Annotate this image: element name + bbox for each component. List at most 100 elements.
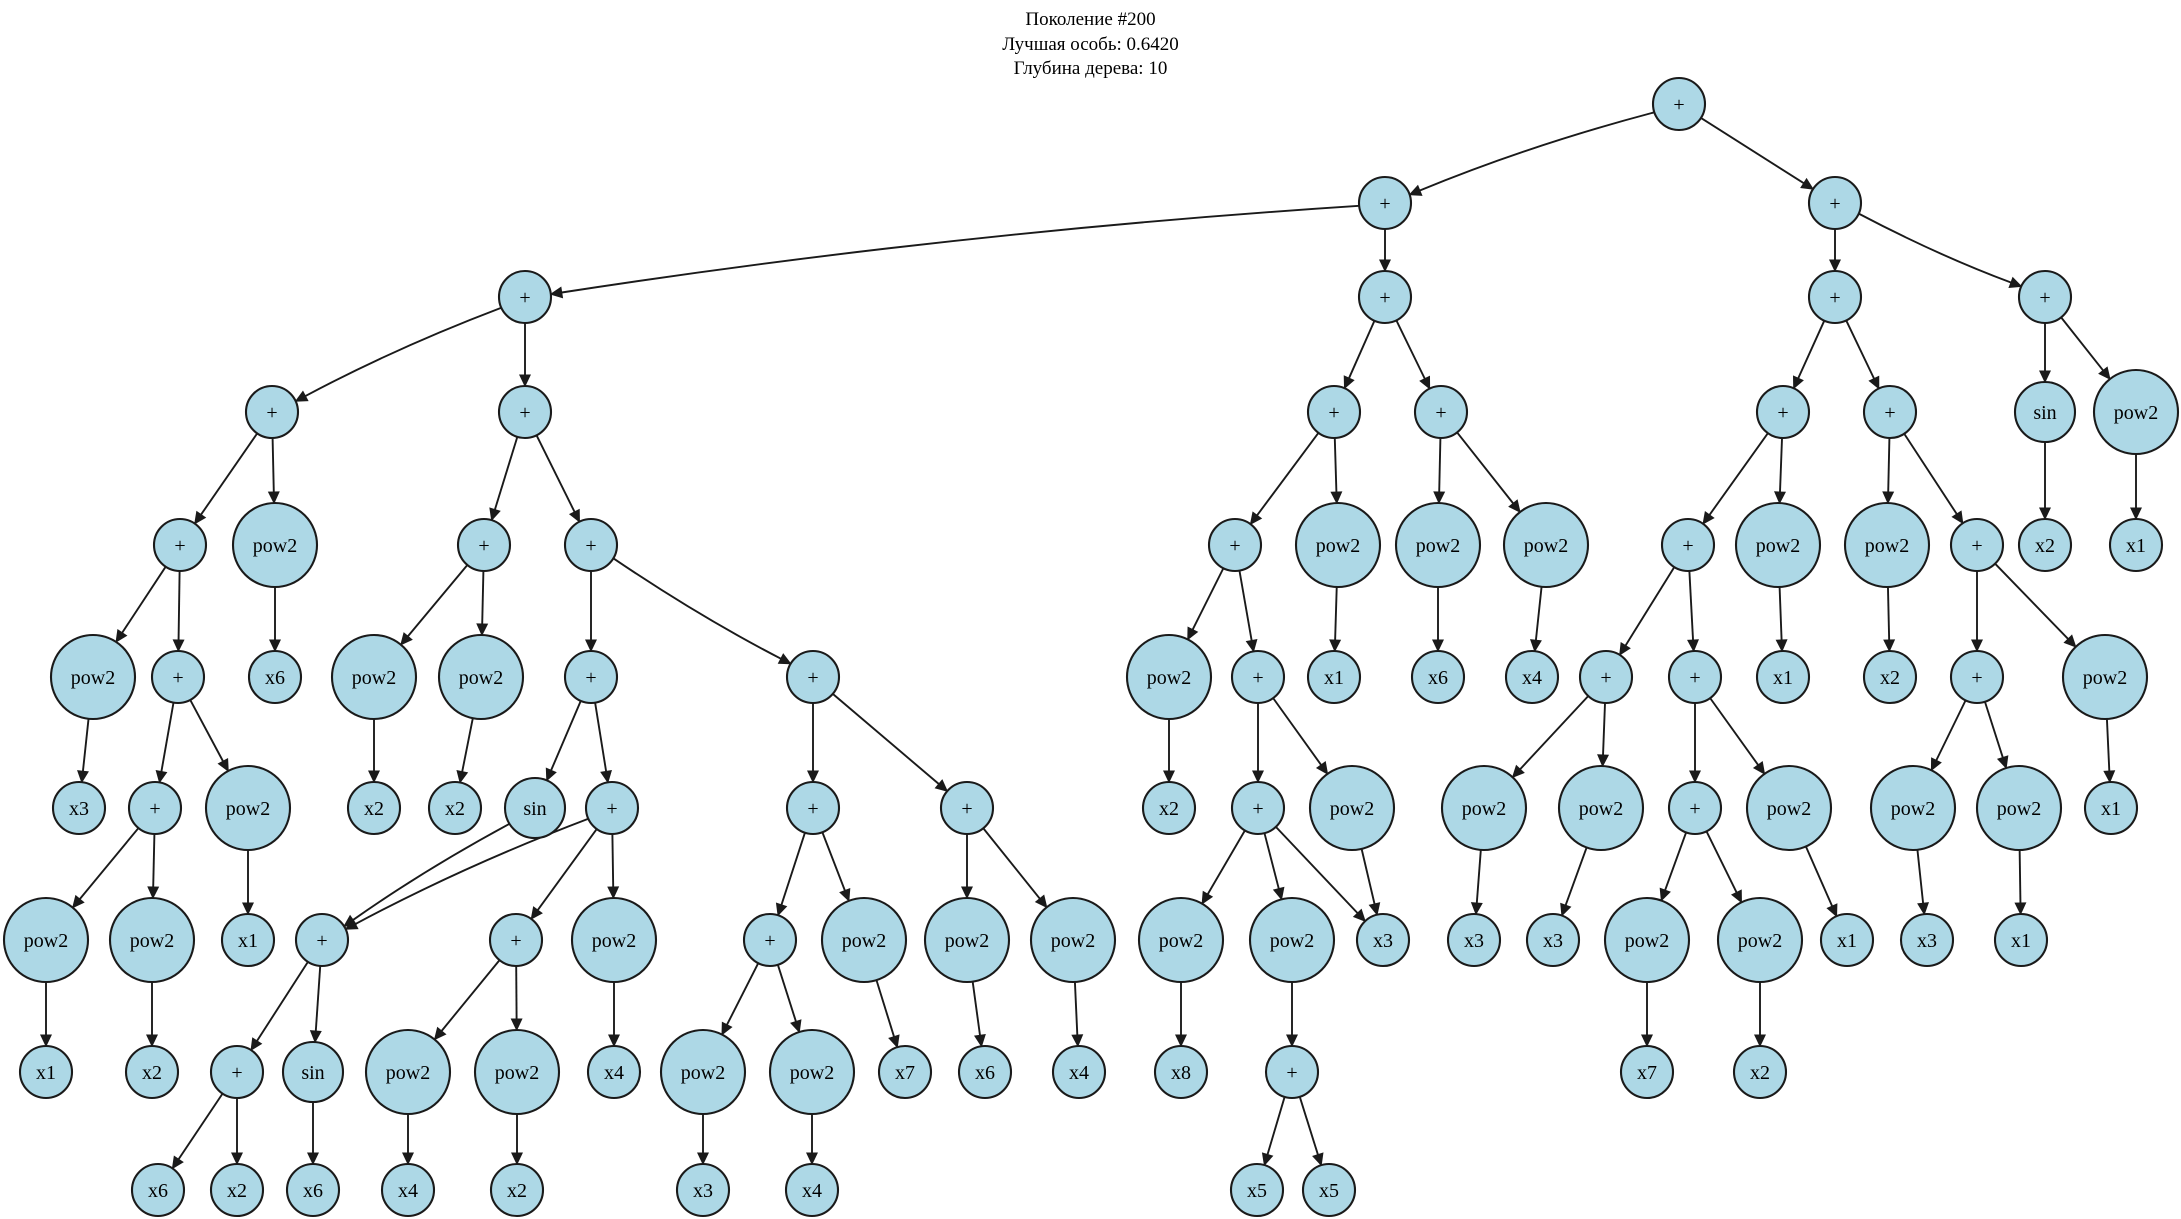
node-shape[interactable] bbox=[281, 1040, 345, 1104]
node-shape[interactable] bbox=[2017, 517, 2073, 573]
node-shape[interactable] bbox=[503, 776, 567, 840]
node-shape[interactable] bbox=[1755, 384, 1811, 440]
tree-node-plus[interactable]: + bbox=[563, 517, 619, 573]
tree-node-x1[interactable]: x1 bbox=[1819, 912, 1875, 968]
node-shape[interactable] bbox=[1306, 649, 1362, 705]
tree-node-pow2[interactable]: pow2 bbox=[1557, 764, 1645, 852]
tree-node-sin[interactable]: sin bbox=[503, 776, 567, 840]
node-shape[interactable] bbox=[1357, 175, 1413, 231]
tree-node-x5[interactable]: x5 bbox=[1229, 1162, 1285, 1218]
tree-node-plus[interactable]: + bbox=[1357, 269, 1413, 325]
tree-node-plus[interactable]: + bbox=[150, 649, 206, 705]
node-shape[interactable] bbox=[1230, 649, 1286, 705]
node-shape[interactable] bbox=[2061, 633, 2149, 721]
node-shape[interactable] bbox=[957, 1044, 1013, 1100]
node-shape[interactable] bbox=[1294, 501, 1382, 589]
tree-node-plus[interactable]: + bbox=[742, 912, 798, 968]
node-shape[interactable] bbox=[1137, 896, 1225, 984]
node-shape[interactable] bbox=[1410, 649, 1466, 705]
node-shape[interactable] bbox=[497, 384, 553, 440]
node-shape[interactable] bbox=[1899, 912, 1955, 968]
node-shape[interactable] bbox=[1975, 764, 2063, 852]
node-shape[interactable] bbox=[1807, 175, 1863, 231]
node-shape[interactable] bbox=[784, 1162, 840, 1218]
node-shape[interactable] bbox=[1619, 1044, 1675, 1100]
node-shape[interactable] bbox=[1869, 764, 1957, 852]
node-shape[interactable] bbox=[785, 780, 841, 836]
node-shape[interactable] bbox=[1993, 912, 2049, 968]
node-shape[interactable] bbox=[152, 517, 208, 573]
node-shape[interactable] bbox=[675, 1162, 731, 1218]
node-shape[interactable] bbox=[247, 649, 303, 705]
tree-node-pow2[interactable]: pow2 bbox=[1440, 764, 1528, 852]
tree-node-plus[interactable]: + bbox=[456, 517, 512, 573]
tree-node-x1[interactable]: x1 bbox=[220, 912, 276, 968]
node-shape[interactable] bbox=[1413, 384, 1469, 440]
tree-node-x5[interactable]: x5 bbox=[1301, 1162, 1357, 1218]
node-shape[interactable] bbox=[1504, 649, 1560, 705]
node-shape[interactable] bbox=[1440, 764, 1528, 852]
tree-node-pow2[interactable]: pow2 bbox=[1294, 501, 1382, 589]
node-shape[interactable] bbox=[1394, 501, 1482, 589]
tree-node-plus[interactable]: + bbox=[1807, 269, 1863, 325]
node-shape[interactable] bbox=[108, 896, 196, 984]
node-shape[interactable] bbox=[742, 912, 798, 968]
tree-node-plus[interactable]: + bbox=[1660, 517, 1716, 573]
node-shape[interactable] bbox=[1862, 649, 1918, 705]
tree-node-pow2[interactable]: pow2 bbox=[2061, 633, 2149, 721]
node-shape[interactable] bbox=[820, 896, 908, 984]
tree-node-plus[interactable]: + bbox=[1306, 384, 1362, 440]
node-shape[interactable] bbox=[427, 780, 483, 836]
tree-node-x2[interactable]: x2 bbox=[1862, 649, 1918, 705]
node-shape[interactable] bbox=[1125, 633, 1213, 721]
tree-node-x6[interactable]: x6 bbox=[957, 1044, 1013, 1100]
tree-node-plus[interactable]: + bbox=[497, 269, 553, 325]
tree-node-x1[interactable]: x1 bbox=[1306, 649, 1362, 705]
tree-node-plus[interactable]: + bbox=[1755, 384, 1811, 440]
tree-node-pow2[interactable]: pow2 bbox=[437, 633, 525, 721]
node-shape[interactable] bbox=[570, 896, 658, 984]
node-shape[interactable] bbox=[244, 384, 300, 440]
tree-node-x4[interactable]: x4 bbox=[784, 1162, 840, 1218]
node-shape[interactable] bbox=[380, 1162, 436, 1218]
node-shape[interactable] bbox=[364, 1028, 452, 1116]
node-shape[interactable] bbox=[473, 1028, 561, 1116]
tree-node-x1[interactable]: x1 bbox=[2083, 780, 2139, 836]
node-shape[interactable] bbox=[939, 780, 995, 836]
tree-node-plus[interactable]: + bbox=[1667, 780, 1723, 836]
tree-node-x7[interactable]: x7 bbox=[877, 1044, 933, 1100]
tree-node-x2[interactable]: x2 bbox=[489, 1162, 545, 1218]
node-shape[interactable] bbox=[330, 633, 418, 721]
node-shape[interactable] bbox=[586, 1044, 642, 1100]
node-shape[interactable] bbox=[659, 1028, 747, 1116]
node-shape[interactable] bbox=[204, 764, 292, 852]
node-shape[interactable] bbox=[294, 912, 350, 968]
node-shape[interactable] bbox=[2083, 780, 2139, 836]
node-shape[interactable] bbox=[1301, 1162, 1357, 1218]
node-shape[interactable] bbox=[18, 1044, 74, 1100]
node-shape[interactable] bbox=[1949, 649, 2005, 705]
tree-node-x3[interactable]: x3 bbox=[1446, 912, 1502, 968]
node-shape[interactable] bbox=[1557, 764, 1645, 852]
tree-node-pow2[interactable]: pow2 bbox=[1869, 764, 1957, 852]
node-shape[interactable] bbox=[1264, 1044, 1320, 1100]
tree-node-plus[interactable]: + bbox=[2017, 269, 2073, 325]
tree-node-plus[interactable]: + bbox=[785, 780, 841, 836]
node-shape[interactable] bbox=[1357, 269, 1413, 325]
tree-node-x3[interactable]: x3 bbox=[675, 1162, 731, 1218]
node-shape[interactable] bbox=[49, 633, 137, 721]
tree-node-plus[interactable]: + bbox=[244, 384, 300, 440]
node-shape[interactable] bbox=[1051, 1044, 1107, 1100]
node-shape[interactable] bbox=[127, 780, 183, 836]
node-shape[interactable] bbox=[209, 1162, 265, 1218]
tree-node-pow2[interactable]: pow2 bbox=[1716, 896, 1804, 984]
tree-node-pow2[interactable]: pow2 bbox=[923, 896, 1011, 984]
tree-node-x1[interactable]: x1 bbox=[1993, 912, 2049, 968]
node-shape[interactable] bbox=[1578, 649, 1634, 705]
node-shape[interactable] bbox=[785, 649, 841, 705]
node-shape[interactable] bbox=[150, 649, 206, 705]
tree-node-plus[interactable]: + bbox=[1651, 76, 1707, 132]
tree-node-pow2[interactable]: pow2 bbox=[330, 633, 418, 721]
node-shape[interactable] bbox=[209, 1044, 265, 1100]
tree-node-pow2[interactable]: pow2 bbox=[1502, 501, 1590, 589]
